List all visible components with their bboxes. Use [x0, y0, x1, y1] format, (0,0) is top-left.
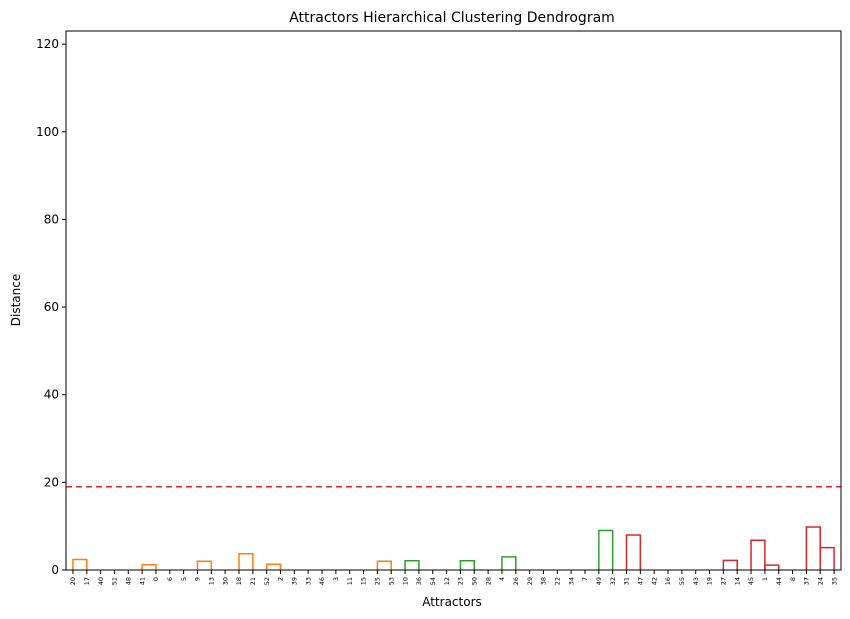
leaf-label: 0 [152, 577, 160, 581]
leaf-label: 3 [332, 577, 340, 581]
leaf-label: 48 [124, 577, 132, 585]
leaf-label: 6 [166, 577, 174, 581]
leaf-label: 31 [623, 577, 631, 585]
leaf-label: 14 [733, 577, 741, 585]
leaf-label: 50 [470, 577, 478, 585]
leaf-label: 32 [609, 577, 617, 585]
dendrogram-link [376, 560, 392, 570]
y-tick-label: 100 [36, 125, 59, 139]
leaf-label: 20 [69, 577, 77, 585]
leaf-label: 37 [803, 577, 811, 585]
y-tick-label: 20 [44, 475, 59, 489]
leaf-label: 42 [650, 577, 658, 585]
leaf-label: 34 [567, 577, 575, 585]
dendrogram-link [72, 558, 88, 570]
y-axis-label: Distance [9, 274, 23, 326]
dendrogram-link [265, 563, 282, 570]
leaf-label: 33 [304, 577, 312, 585]
dendrogram-link [750, 539, 766, 570]
leaf-label: 55 [678, 577, 686, 585]
leaf-label: 23 [457, 577, 465, 585]
leaf-label: 24 [816, 577, 824, 585]
dendrogram-link [598, 529, 614, 570]
dendrogram-link [141, 563, 157, 570]
dendrogram-link [196, 560, 213, 570]
y-tick-label: 80 [44, 212, 59, 226]
leaf-label: 46 [318, 577, 326, 585]
leaf-label: 5 [180, 577, 188, 581]
leaf-label: 29 [526, 577, 534, 585]
leaf-label: 41 [138, 577, 146, 585]
dendrogram-links [72, 526, 835, 570]
leaf-label: 17 [83, 577, 91, 585]
leaf-label: 38 [540, 577, 548, 585]
leaf-label: 39 [291, 577, 299, 585]
y-tick-label: 0 [51, 563, 59, 577]
leaf-label: 2 [277, 577, 285, 581]
leaf-label: 15 [360, 577, 368, 585]
dendrogram-link [764, 564, 780, 570]
leaf-label: 30 [221, 577, 229, 585]
dendrogram-link [501, 556, 517, 570]
y-axis-ticks: 0 20 40 60 80 100 120 [36, 37, 66, 577]
leaf-label: 40 [97, 577, 105, 585]
leaf-label: 19 [706, 577, 714, 585]
leaf-label: 53 [387, 577, 395, 585]
dendrogram-link [805, 526, 821, 570]
leaf-label: 28 [484, 577, 492, 585]
leaf-label: 21 [249, 577, 257, 585]
leaf-label: 26 [512, 577, 520, 585]
dendrogram-link [722, 559, 738, 570]
leaf-label: 18 [235, 577, 243, 585]
leaf-label: 43 [692, 577, 700, 585]
leaf-label: 22 [553, 577, 561, 585]
leaf-label: 51 [111, 577, 119, 585]
plot-frame [65, 30, 842, 571]
leaf-label: 4 [498, 577, 506, 581]
leaf-label: 7 [581, 577, 589, 581]
x-axis-label: Attractors [422, 595, 482, 609]
leaf-label: 9 [194, 577, 202, 581]
chart-title: Attractors Hierarchical Clustering Dendr… [289, 10, 615, 26]
leaf-label: 52 [263, 577, 271, 585]
leaf-label: 35 [830, 577, 838, 585]
leaf-label: 13 [208, 577, 216, 585]
leaf-label: 54 [429, 577, 437, 585]
dendrogram-link [238, 553, 254, 570]
leaf-label: 16 [664, 577, 672, 585]
y-tick-label: 40 [44, 388, 59, 402]
dendrogram-link [459, 560, 476, 570]
dendrogram-link [625, 534, 642, 570]
leaf-label: 47 [637, 577, 645, 585]
leaf-label: 49 [595, 577, 603, 585]
leaf-label: 12 [443, 577, 451, 585]
leaf-label: 8 [789, 577, 797, 581]
y-tick-label: 120 [36, 37, 59, 51]
dendrogram-link [404, 560, 420, 570]
leaf-label: 44 [775, 577, 783, 585]
leaf-label: 10 [401, 577, 409, 585]
leaf-label: 45 [747, 577, 755, 585]
leaf-label: 25 [374, 577, 382, 585]
x-axis-ticks: 20 17 40 51 48 41 0 6 5 9 13 30 18 21 52 2 39 33 46 3 11 15 25… [69, 570, 838, 585]
y-tick-label: 60 [44, 300, 59, 314]
leaf-label: 27 [720, 577, 728, 585]
leaf-label: 11 [346, 577, 354, 585]
leaf-label: 1 [761, 577, 769, 581]
dendrogram-link [819, 546, 835, 570]
leaf-label: 36 [415, 577, 423, 585]
